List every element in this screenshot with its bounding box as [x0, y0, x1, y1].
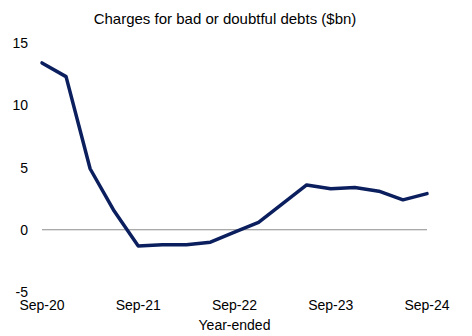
data-line	[42, 63, 427, 246]
x-tick-label: Sep-23	[308, 297, 353, 313]
y-tick-label: 10	[12, 97, 28, 113]
x-tick-label: Sep-22	[212, 297, 257, 313]
x-tick-label: Sep-24	[404, 297, 449, 313]
y-tick-label: 5	[20, 160, 28, 176]
title: Charges for bad or doubtful debts ($bn)	[94, 10, 357, 27]
y-tick-label: 15	[12, 35, 28, 51]
plot-area	[42, 63, 427, 246]
x-tick-label: Sep-21	[116, 297, 161, 313]
y-tick-label: 0	[20, 222, 28, 238]
x-axis-title: Year-ended	[199, 317, 271, 333]
zero-line	[42, 229, 427, 230]
chart: Charges for bad or doubtful debts ($bn)-…	[0, 0, 472, 336]
x-tick-label: Sep-20	[19, 297, 64, 313]
